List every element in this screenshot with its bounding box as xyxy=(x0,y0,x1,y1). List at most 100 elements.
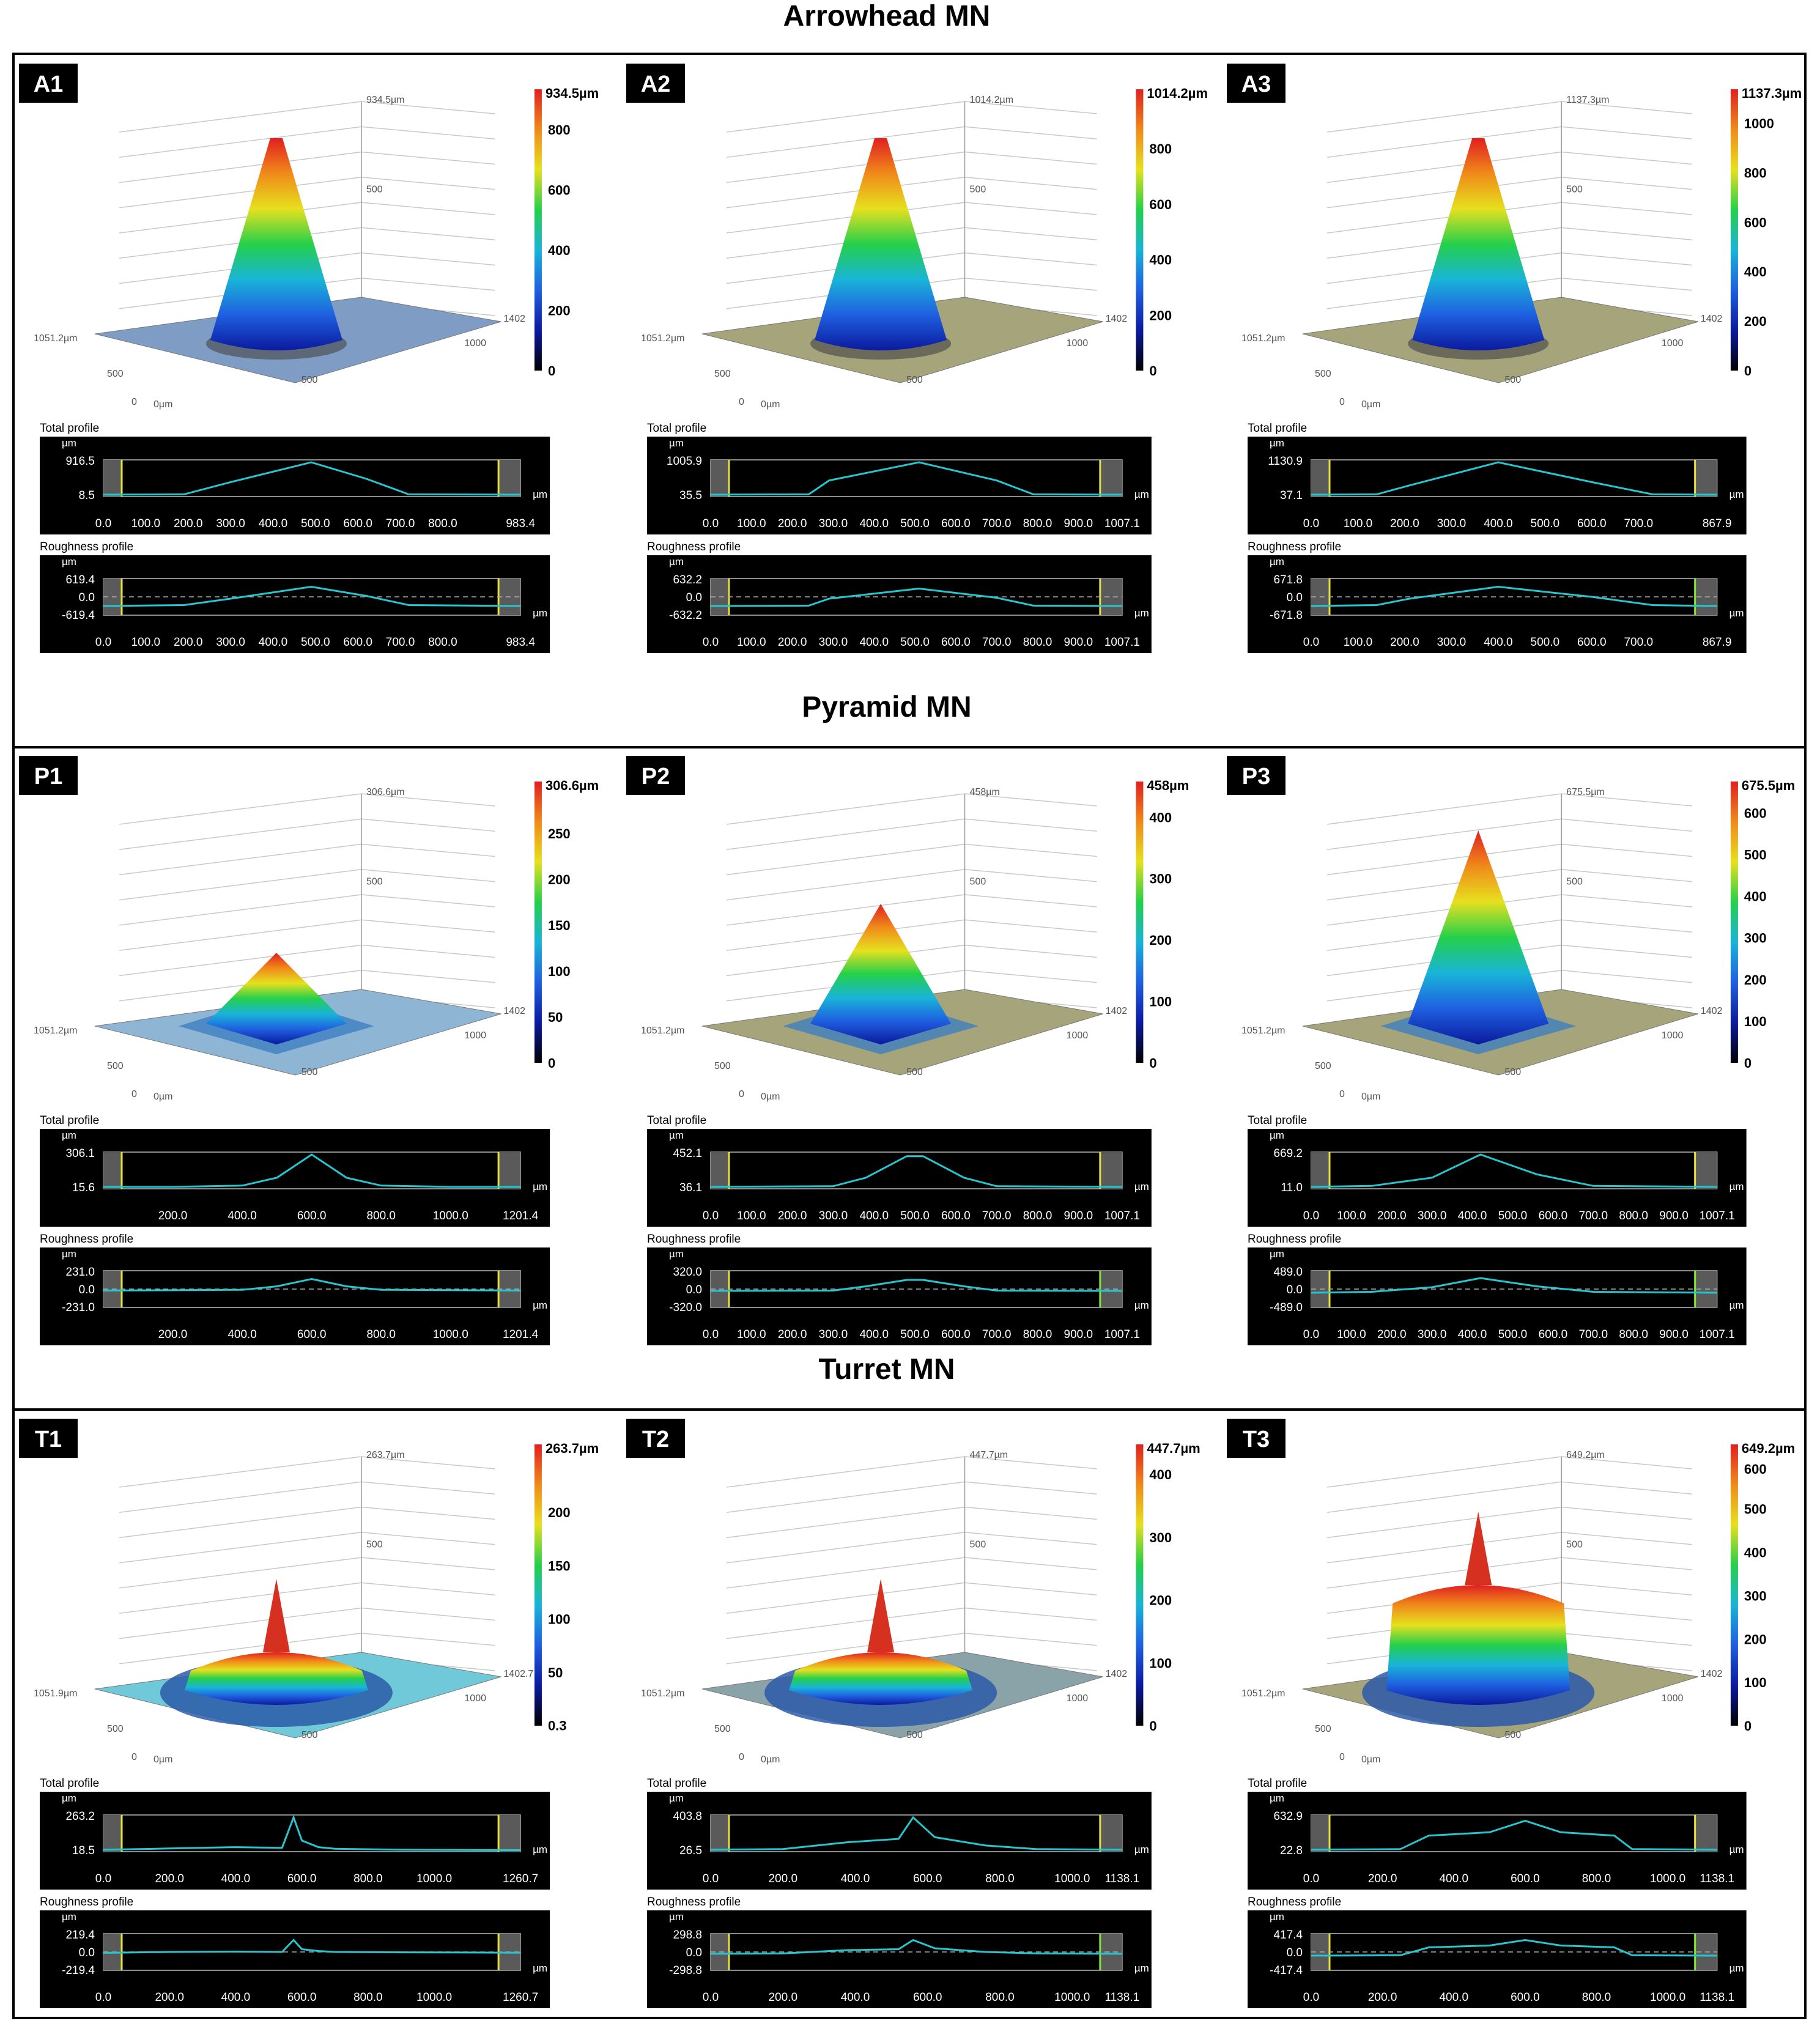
x-tick-label: 100.0 xyxy=(737,517,766,530)
x-end-label: 867.9 xyxy=(1703,636,1732,649)
x-tick-label: 1000.0 xyxy=(416,1872,452,1885)
x-tick-label: 800.0 xyxy=(428,636,457,649)
x-tick-label: 100.0 xyxy=(737,636,766,649)
left-mask xyxy=(711,1815,729,1852)
y-max-label: 403.8 xyxy=(673,1810,702,1823)
grid-line xyxy=(1561,944,1692,958)
x-tick-label: 700.0 xyxy=(982,1210,1012,1222)
total-profile-title: Total profile xyxy=(647,422,706,435)
grid-line xyxy=(1326,126,1562,158)
x-tick-label: 700.0 xyxy=(386,636,415,649)
unit-label: µm xyxy=(1270,1911,1284,1923)
grid-line xyxy=(964,894,1097,907)
colorbar xyxy=(1136,1444,1144,1726)
colorbar-tick: 50 xyxy=(548,1010,563,1025)
origin-label: 0 xyxy=(739,1752,744,1762)
roughness-profile-bg xyxy=(40,1910,550,2008)
unit-label: µm xyxy=(1729,1844,1744,1855)
z-max-label: 263.7µm xyxy=(366,1450,405,1460)
colorbar-tick: 300 xyxy=(1744,931,1767,946)
x-tick-label: 200.0 xyxy=(158,1210,188,1222)
grid-line xyxy=(726,126,965,158)
total-profile-title: Total profile xyxy=(1248,422,1307,435)
x-tick-label: 200.0 xyxy=(778,1328,807,1341)
x-tick-label: 600.0 xyxy=(1539,1210,1568,1222)
turret-spike xyxy=(1465,1512,1492,1585)
x-tick-label: 700.0 xyxy=(1624,636,1653,649)
x-end-label: 1007.1 xyxy=(1700,1328,1735,1341)
z-mid-label: 500 xyxy=(970,1540,986,1550)
right-mask xyxy=(1695,460,1717,497)
axis-500-label: 500 xyxy=(107,1061,124,1071)
x-tick-label: 400.0 xyxy=(1458,1210,1487,1222)
axis-1000-label: 1000 xyxy=(1067,1030,1089,1041)
grid-line xyxy=(964,126,1097,139)
colorbar-tick: 250 xyxy=(548,826,571,841)
total-profile-line xyxy=(1311,1153,1717,1188)
x-tick-label: 800.0 xyxy=(428,517,457,530)
colorbar xyxy=(534,782,542,1063)
grid-line xyxy=(1561,793,1692,807)
unit-label: µm xyxy=(1729,1962,1744,1974)
roughness-profile-line xyxy=(1311,1277,1717,1294)
grid-line xyxy=(726,1481,965,1513)
grid-line xyxy=(119,1633,362,1665)
x-tick-label: 0.0 xyxy=(703,1210,719,1222)
y-max-label: 671.8 xyxy=(1273,574,1303,586)
unit-label: µm xyxy=(62,1792,76,1804)
x-tick-label: 500.0 xyxy=(301,636,330,649)
x-end-label: 1260.7 xyxy=(503,1872,538,1885)
y-min-label: -489.0 xyxy=(1270,1301,1303,1314)
grid-line xyxy=(361,869,495,882)
z-max-label: 447.7µm xyxy=(970,1450,1008,1460)
colorbar-tick: 200 xyxy=(1149,1593,1172,1608)
y-min-label: 11.0 xyxy=(1281,1181,1303,1194)
origin-um-label: 0µm xyxy=(1361,1092,1380,1102)
y-extent-label: 1402 xyxy=(1106,1006,1128,1016)
x-tick-label: 700.0 xyxy=(1578,1328,1608,1341)
x-tick-label: 400.0 xyxy=(259,636,288,649)
grid-line xyxy=(361,843,495,857)
x-tick-label: 200.0 xyxy=(1377,1210,1407,1222)
grid-line xyxy=(726,818,965,850)
colorbar-tick: 600 xyxy=(548,183,571,198)
left-mask xyxy=(711,460,729,497)
unit-label: µm xyxy=(1134,1299,1149,1311)
cone-surface xyxy=(210,138,342,350)
grid-line xyxy=(1561,1481,1692,1495)
right-mask xyxy=(1100,1934,1122,1970)
axis-1000-label: 1000 xyxy=(1662,1693,1684,1704)
total-profile-line xyxy=(1311,461,1717,496)
grid-line xyxy=(119,151,362,183)
x-tick-label: 200.0 xyxy=(174,636,203,649)
grid-line xyxy=(1561,126,1692,139)
total-profile-bg xyxy=(647,437,1152,534)
x-tick-label: 200.0 xyxy=(768,1991,797,2004)
right-mask xyxy=(498,460,521,497)
colorbar-tick: 200 xyxy=(548,872,571,887)
unit-label: µm xyxy=(1729,607,1744,619)
right-mask xyxy=(1695,1152,1717,1189)
axis-1000-label: 1000 xyxy=(1067,1693,1089,1704)
origin-label: 0 xyxy=(131,397,137,407)
grid-line xyxy=(361,1633,495,1646)
x-extent-label: 1051.2µm xyxy=(1241,333,1285,344)
grid-line xyxy=(361,944,495,958)
z-mid-label: 500 xyxy=(366,877,383,887)
turret-spike xyxy=(867,1579,895,1652)
grid-line xyxy=(361,227,495,240)
grid-line xyxy=(1561,202,1692,215)
grid-line xyxy=(1561,843,1692,857)
roughness-profile-bg xyxy=(647,1910,1152,2008)
section-title: Turret MN xyxy=(818,1353,955,1386)
unit-label: µm xyxy=(669,556,684,567)
colorbar-tick: 400 xyxy=(548,243,571,258)
colorbar-tick: 100 xyxy=(1149,994,1172,1010)
z-max-label: 458µm xyxy=(970,787,1000,797)
y-zero-label: 0.0 xyxy=(686,591,702,604)
panel-label-bg xyxy=(1227,64,1285,103)
z-mid-label: 500 xyxy=(1566,1540,1583,1550)
x-extent-label: 1051.2µm xyxy=(641,1026,684,1036)
